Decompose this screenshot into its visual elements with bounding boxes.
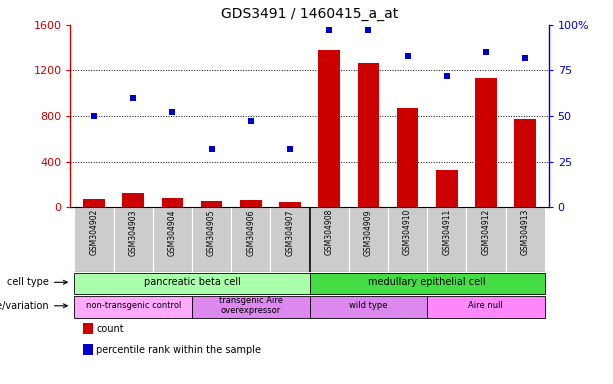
Bar [357,63,379,207]
Point [207,146,216,152]
Point [167,109,177,116]
Point [403,53,413,59]
Bar [427,296,545,318]
Text: cell type: cell type [7,277,67,287]
Point [285,146,295,152]
Text: non-transgenic control: non-transgenic control [86,301,181,310]
Bar [153,207,192,272]
Point [128,95,138,101]
Text: GSM304910: GSM304910 [403,209,412,255]
Text: GSM304908: GSM304908 [325,209,333,255]
Bar [466,207,506,272]
Text: GSM304906: GSM304906 [246,209,255,255]
Bar [475,78,497,207]
Bar [397,108,418,207]
Point [520,55,530,61]
Text: pancreatic beta cell: pancreatic beta cell [143,277,240,287]
Text: GSM304903: GSM304903 [129,209,138,255]
Bar [123,194,144,207]
Text: GSM304913: GSM304913 [520,209,530,255]
Text: medullary epithelial cell: medullary epithelial cell [368,277,486,287]
Bar [240,200,262,207]
Bar [506,207,545,272]
Text: GSM304904: GSM304904 [168,209,177,255]
Text: transgenic Aire
overexpressor: transgenic Aire overexpressor [219,296,283,316]
Bar [83,199,105,207]
Bar [514,119,536,207]
Text: GSM304909: GSM304909 [364,209,373,255]
Bar [201,201,223,207]
Text: percentile rank within the sample: percentile rank within the sample [96,345,261,355]
Bar [192,296,310,318]
Point [364,27,373,33]
Text: GSM304905: GSM304905 [207,209,216,255]
Bar [231,207,270,272]
Bar [270,207,310,272]
Point [481,49,491,55]
Text: genotype/variation: genotype/variation [0,301,67,311]
Text: Aire null: Aire null [468,301,503,310]
Point [246,118,256,124]
Text: count: count [96,324,124,334]
Title: GDS3491 / 1460415_a_at: GDS3491 / 1460415_a_at [221,7,398,21]
Bar [310,207,349,272]
Bar [74,273,310,294]
Point [442,73,452,79]
Point [324,27,334,33]
Bar [318,50,340,207]
Bar [113,207,153,272]
Bar [74,296,192,318]
Text: GSM304912: GSM304912 [481,209,490,255]
Bar [349,207,388,272]
Bar [74,207,113,272]
Bar [436,169,457,207]
Bar [310,296,427,318]
Text: GSM304907: GSM304907 [286,209,294,255]
Bar [310,273,545,294]
Text: GSM304911: GSM304911 [442,209,451,255]
Bar [279,202,301,207]
Point [89,113,99,119]
Text: wild type: wild type [349,301,387,310]
Text: GSM304902: GSM304902 [89,209,99,255]
Bar [427,207,466,272]
Bar [162,198,183,207]
Bar [388,207,427,272]
Bar [192,207,231,272]
